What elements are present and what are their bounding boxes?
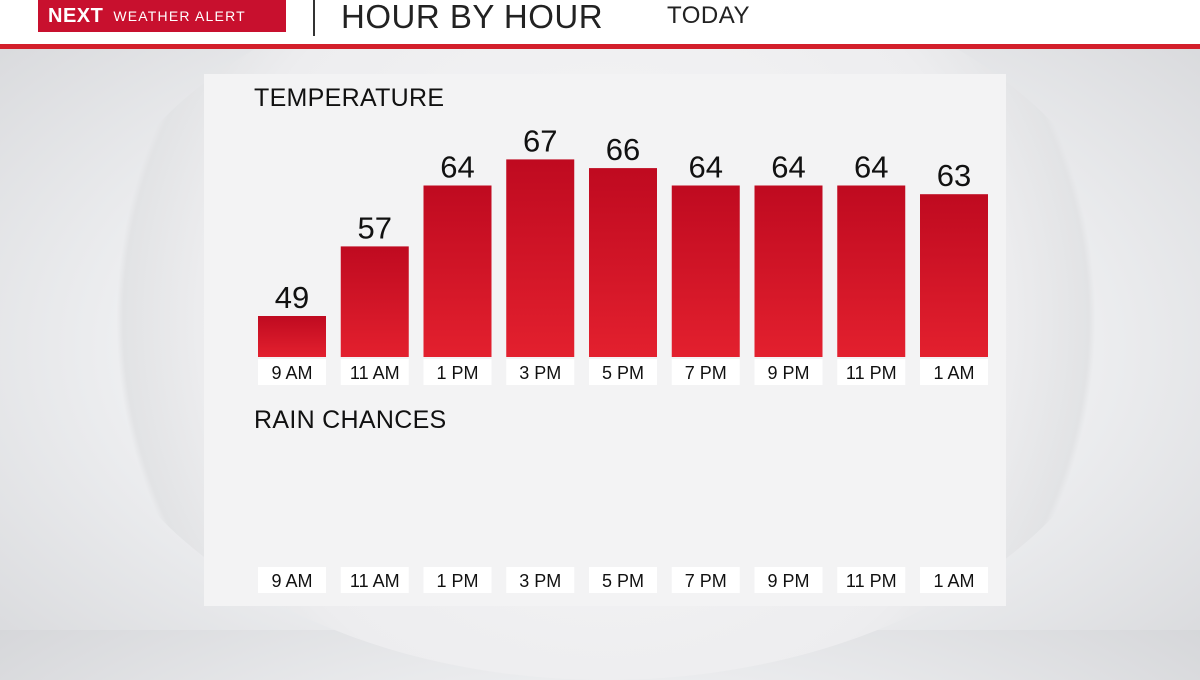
rain-chart-title: RAIN CHANCES [254, 406, 447, 434]
hourly-charts: 49 57 64 67 66 64 64 64 63 9 AM 11 AM 1 PM 3 PM 5 PM… [258, 123, 988, 593]
temperature-value-label-0: 49 [275, 280, 309, 315]
temperature-value-label-8: 63 [937, 158, 971, 193]
rain-tick-label-0: 9 AM [271, 571, 312, 591]
rain-tick-box-2 [423, 567, 492, 593]
temperature-bar-2 [423, 185, 492, 357]
rain-tick-label-5: 7 PM [685, 571, 727, 591]
temperature-bar-0 [258, 316, 326, 357]
temperature-value-label-2: 64 [440, 150, 474, 185]
temperature-tick-label-6: 9 PM [767, 363, 809, 383]
rain-tick-box-3 [506, 567, 575, 593]
temperature-value-label-3: 67 [523, 123, 557, 158]
rain-tick-box-7 [837, 567, 906, 593]
temperature-bar-4 [589, 168, 657, 357]
header-bar: NEXT WEATHER ALERT HOUR BY HOUR TODAY [0, 0, 1200, 49]
header-divider [313, 0, 315, 36]
rain-tick-labels: 9 AM 11 AM 1 PM 3 PM 5 PM 7 PM 9 PM 11 PM 1 AM [258, 567, 988, 593]
rain-tick-label-1: 11 AM [350, 571, 400, 591]
temperature-bar-6 [754, 185, 823, 357]
temperature-tick-label-2: 1 PM [436, 363, 478, 383]
rain-tick-label-8: 1 AM [933, 571, 974, 591]
temperature-bar-7 [837, 185, 906, 357]
next-weather-alert-logo: NEXT WEATHER ALERT [38, 0, 286, 32]
temperature-tick-label-1: 11 AM [350, 363, 400, 383]
rain-tick-box-5 [671, 567, 740, 593]
rain-tick-label-2: 1 PM [436, 571, 478, 591]
temperature-tick-box-5 [671, 359, 740, 385]
temperature-tick-label-3: 3 PM [519, 363, 561, 383]
temperature-tick-label-0: 9 AM [271, 363, 312, 383]
temperature-value-label-5: 64 [689, 150, 723, 185]
temperature-bars: 49 57 64 67 66 64 64 64 63 [258, 123, 988, 357]
page-title: HOUR BY HOUR [341, 0, 604, 35]
rain-tick-box-1 [340, 567, 409, 593]
rain-tick-box-0 [258, 567, 326, 593]
temperature-bar-3 [506, 159, 575, 357]
temperature-value-label-7: 64 [854, 150, 888, 185]
temperature-bar-1 [340, 246, 409, 357]
rain-tick-label-4: 5 PM [602, 571, 644, 591]
temperature-tick-box-7 [837, 359, 906, 385]
temperature-bar-8 [920, 194, 988, 357]
temperature-tick-box-1 [340, 359, 409, 385]
temperature-value-label-1: 57 [358, 210, 392, 245]
rain-tick-label-7: 11 PM [846, 571, 897, 591]
temperature-tick-box-8 [920, 359, 988, 385]
temperature-tick-box-2 [423, 359, 492, 385]
temperature-chart-title: TEMPERATURE [254, 84, 445, 112]
temperature-tick-label-8: 1 AM [933, 363, 974, 383]
temperature-value-label-6: 64 [771, 150, 805, 185]
logo-next-text: NEXT [48, 4, 104, 27]
temperature-tick-label-4: 5 PM [602, 363, 644, 383]
temperature-bar-5 [671, 185, 740, 357]
rain-tick-label-6: 9 PM [767, 571, 809, 591]
temperature-tick-box-4 [589, 359, 657, 385]
rain-tick-box-6 [754, 567, 823, 593]
temperature-tick-box-0 [258, 359, 326, 385]
rain-tick-label-3: 3 PM [519, 571, 561, 591]
temperature-tick-label-7: 11 PM [846, 363, 897, 383]
temperature-value-label-4: 66 [606, 132, 640, 167]
rain-tick-box-4 [589, 567, 657, 593]
temperature-tick-label-5: 7 PM [685, 363, 727, 383]
logo-alert-text: WEATHER ALERT [113, 8, 246, 24]
temperature-tick-box-3 [506, 359, 575, 385]
temperature-tick-labels: 9 AM 11 AM 1 PM 3 PM 5 PM 7 PM 9 PM 11 PM 1 AM [258, 359, 988, 385]
rain-tick-box-8 [920, 567, 988, 593]
page-subtitle: TODAY [667, 2, 750, 29]
temperature-tick-box-6 [754, 359, 823, 385]
